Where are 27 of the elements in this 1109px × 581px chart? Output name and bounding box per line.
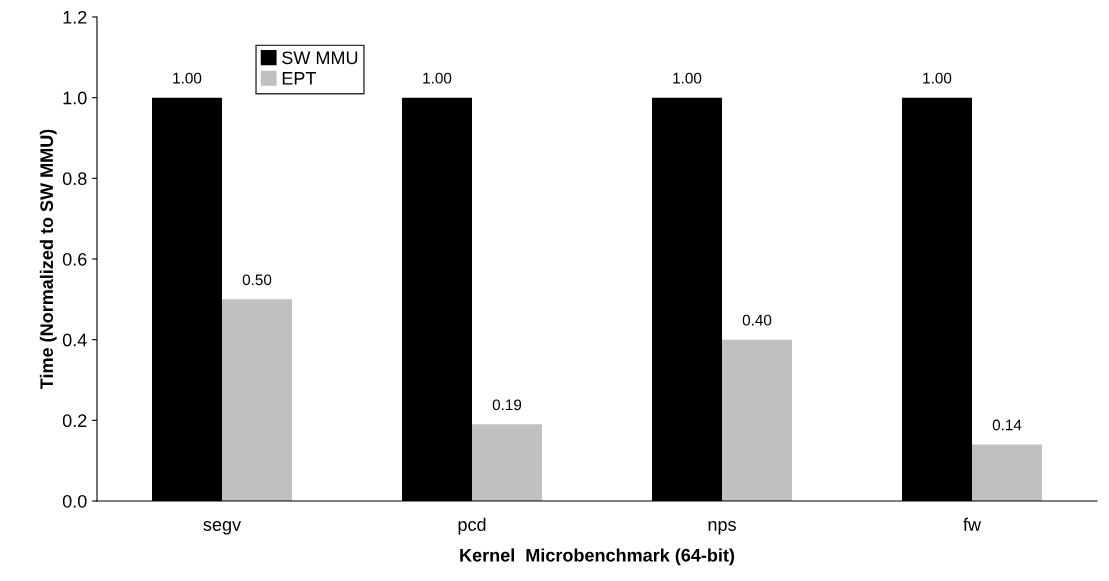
data-label: 1.00 bbox=[173, 72, 202, 84]
x-tick-label: pcd bbox=[458, 517, 486, 535]
x-tick-label: fw bbox=[963, 517, 982, 531]
y-tick-label: 0.4 bbox=[62, 333, 87, 347]
bar bbox=[972, 444, 1042, 501]
bar bbox=[722, 339, 792, 501]
legend-label: SW MMU bbox=[282, 51, 358, 65]
y-axis-title: Time (Normalized to SW MMU) bbox=[39, 129, 57, 390]
y-tick-label: 0.8 bbox=[62, 172, 87, 186]
y-tick-label: 1.0 bbox=[63, 91, 87, 105]
legend-label: EPT bbox=[282, 72, 317, 85]
x-tick-label: nps bbox=[708, 521, 736, 535]
y-tick-label: 0.0 bbox=[62, 494, 87, 508]
data-label: 0.40 bbox=[742, 314, 772, 326]
x-tick-label: segv bbox=[203, 521, 242, 535]
data-label: 1.00 bbox=[673, 72, 702, 84]
y-tick-label: 1.2 bbox=[63, 10, 87, 24]
bar bbox=[222, 299, 292, 501]
y-tick-label: 0.2 bbox=[62, 414, 87, 428]
x-axis-title: Kernel Microbenchmark (64-bit) bbox=[460, 548, 735, 566]
data-label: 1.00 bbox=[923, 72, 952, 84]
bar bbox=[472, 424, 542, 501]
data-label: 1.00 bbox=[423, 72, 452, 84]
data-label: 0.14 bbox=[992, 419, 1022, 431]
y-tick-label: 0.6 bbox=[62, 252, 87, 266]
data-label: 0.50 bbox=[242, 274, 272, 286]
data-label: 0.19 bbox=[492, 399, 522, 411]
